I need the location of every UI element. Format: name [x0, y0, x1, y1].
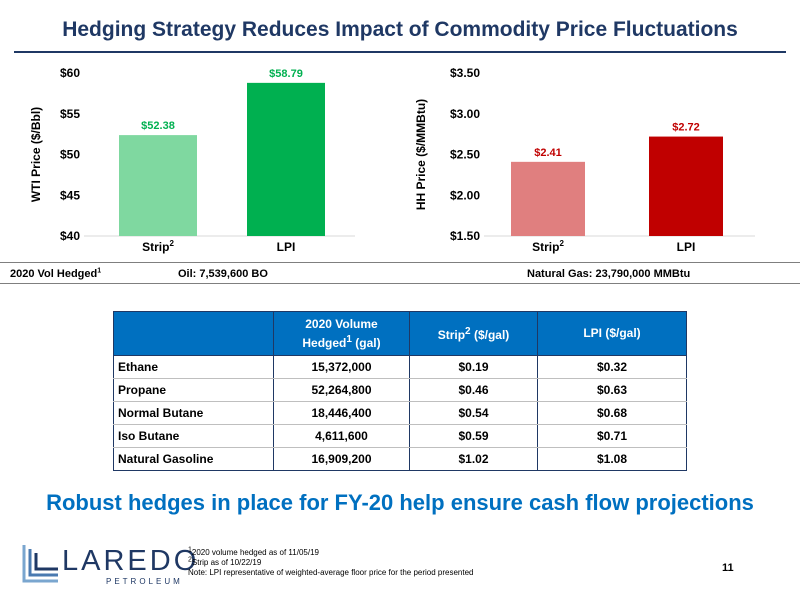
x-tick-label: LPI	[677, 240, 696, 254]
header-volume-line1: 2020 Volume	[305, 316, 378, 331]
bar	[247, 82, 325, 236]
oil-volume: Oil: 7,539,600 BO	[178, 268, 268, 280]
logo-mark-icon	[22, 545, 58, 583]
header-volume: 2020 Volume Hedged1 (gal)	[273, 311, 410, 356]
product-cell: Normal Butane	[113, 401, 274, 425]
lpi-cell: $0.32	[537, 355, 687, 379]
x-tick-label: Strip2	[532, 239, 564, 254]
y-tick-label: $1.50	[450, 229, 480, 243]
bar	[119, 135, 197, 236]
footnote-text: Note: LPI representative of weighted-ave…	[188, 568, 474, 577]
volume-hedged-label: 2020 Vol Hedged1	[10, 267, 102, 280]
product-cell: Iso Butane	[113, 424, 274, 448]
strip-cell: $0.59	[409, 424, 538, 448]
footnote: 2Strip as of 10/22/19	[188, 556, 474, 568]
slide-title: Hedging Strategy Reduces Impact of Commo…	[62, 18, 738, 41]
x-tick-label: LPI	[277, 240, 296, 254]
strip-cell: $0.46	[409, 378, 538, 402]
header-volume-sup: 1	[346, 333, 352, 345]
strip-cell: $0.54	[409, 401, 538, 425]
table-row: Ethane 15,372,000 $0.19 $0.32	[113, 355, 687, 379]
table-row: Natural Gasoline 16,909,200 $1.02 $1.08	[113, 447, 687, 471]
lpi-cell: $0.63	[537, 378, 687, 402]
y-tick-label: $45	[60, 188, 80, 202]
y-axis-label: HH Price ($/MMBtu)	[414, 99, 428, 210]
logo-name: LAREDO	[62, 545, 200, 577]
bar	[649, 136, 723, 236]
x-tick-superscript: 2	[559, 239, 564, 248]
footnote: Note: LPI representative of weighted-ave…	[188, 568, 474, 578]
bar	[511, 161, 585, 236]
y-tick-label: $50	[60, 148, 80, 162]
y-tick-label: $3.00	[450, 107, 480, 121]
table-header-row: 2020 Volume Hedged1 (gal) Strip2 ($/gal)…	[113, 311, 687, 356]
footnote: 12020 volume hedged as of 11/05/19	[188, 546, 474, 558]
title-divider	[14, 51, 786, 53]
volume-hedged-bar: 2020 Vol Hedged1 Oil: 7,539,600 BO Natur…	[0, 262, 800, 284]
data-label: $2.72	[672, 122, 700, 134]
tagline: Robust hedges in place for FY-20 help en…	[46, 490, 754, 515]
ngl-hedge-table: 2020 Volume Hedged1 (gal) Strip2 ($/gal)…	[113, 311, 687, 471]
header-strip-unit: ($/gal)	[470, 328, 510, 342]
table-row: Propane 52,264,800 $0.46 $0.63	[113, 378, 687, 402]
product-cell: Ethane	[113, 355, 274, 379]
data-label: $52.38	[141, 120, 175, 132]
table-row: Normal Butane 18,446,400 $0.54 $0.68	[113, 401, 687, 425]
data-label: $2.41	[534, 147, 562, 159]
gas-volume: Natural Gas: 23,790,000 MMBtu	[527, 268, 691, 280]
volume-hedged-text: 2020 Vol Hedged	[10, 268, 98, 280]
header-strip-sup: 2	[465, 326, 471, 337]
y-tick-label: $40	[60, 229, 80, 243]
header-strip: Strip2 ($/gal)	[409, 311, 538, 356]
y-tick-label: $2.00	[450, 188, 480, 202]
strip-cell: $0.19	[409, 355, 538, 379]
footnote-text: Strip as of 10/22/19	[191, 558, 262, 567]
lpi-cell: $0.71	[537, 424, 687, 448]
volume-cell: 4,611,600	[273, 424, 410, 448]
company-logo: LAREDO PETROLEUM	[20, 545, 196, 590]
x-tick-label: Strip2	[142, 239, 174, 254]
lpi-cell: $0.68	[537, 401, 687, 425]
hh-price-chart: HH Price ($/MMBtu) $1.50 $2.00 $2.50 $3.00 $3…	[414, 66, 755, 254]
footnotes: 12020 volume hedged as of 11/05/19 2Stri…	[188, 546, 474, 578]
logo-subtitle: PETROLEUM	[106, 577, 183, 586]
page-number: 11	[722, 562, 734, 574]
data-label: $58.79	[269, 68, 303, 80]
lpi-cell: $1.08	[537, 447, 687, 471]
footnote-sup: 1	[188, 546, 192, 554]
volume-cell: 16,909,200	[273, 447, 410, 471]
x-tick-superscript: 2	[169, 239, 174, 248]
header-strip-label: Strip	[437, 328, 466, 342]
footnote-sup: 2	[188, 556, 192, 564]
wti-price-chart: WTI Price ($/Bbl) $40 $45 $50 $55 $60 $52.38 St…	[29, 66, 355, 254]
product-cell: Propane	[113, 378, 274, 402]
volume-cell: 52,264,800	[273, 378, 410, 402]
strip-cell: $1.02	[409, 447, 538, 471]
header-volume-unit: (gal)	[351, 335, 381, 350]
volume-cell: 15,372,000	[273, 355, 410, 379]
header-product	[113, 311, 274, 356]
table-row: Iso Butane 4,611,600 $0.59 $0.71	[113, 424, 687, 448]
y-tick-label: $60	[60, 66, 80, 80]
product-cell: Natural Gasoline	[113, 447, 274, 471]
header-lpi: LPI ($/gal)	[537, 311, 687, 356]
volume-hedged-sup: 1	[97, 267, 102, 275]
y-tick-label: $3.50	[450, 66, 480, 80]
y-axis-label: WTI Price ($/Bbl)	[29, 107, 43, 202]
volume-cell: 18,446,400	[273, 401, 410, 425]
y-tick-label: $55	[60, 107, 80, 121]
header-volume-line2: Hedged	[302, 335, 347, 350]
footnote-text: 2020 volume hedged as of 11/05/19	[191, 548, 319, 557]
y-tick-label: $2.50	[450, 148, 480, 162]
